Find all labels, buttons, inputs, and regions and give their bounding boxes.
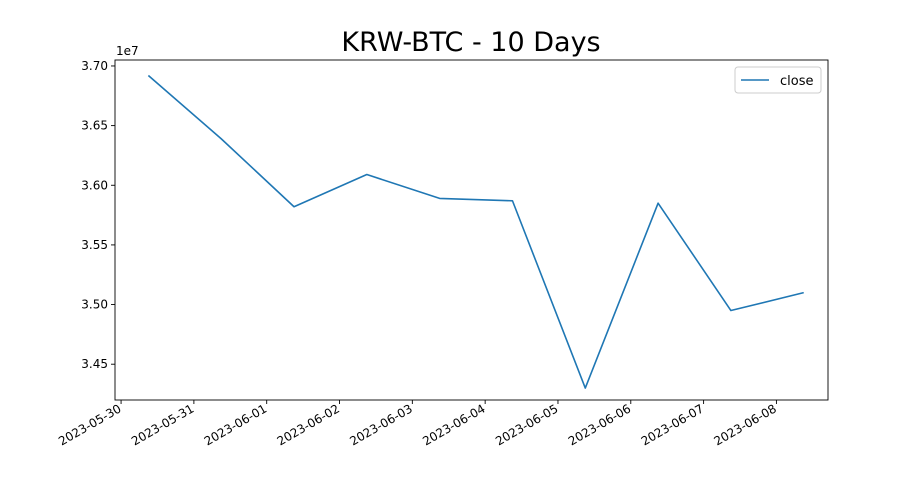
y-tick-label: 3.55	[81, 238, 108, 252]
y-tick-label: 3.70	[81, 59, 108, 73]
chart-title: KRW-BTC - 10 Days	[341, 27, 600, 58]
y-tick-label: 3.50	[81, 298, 108, 312]
series-line-close	[147, 74, 804, 389]
plot-frame	[114, 59, 829, 401]
plot-area	[147, 74, 804, 389]
y-tick-label: 3.65	[81, 119, 108, 133]
y-tick-label: 3.45	[81, 357, 108, 371]
y-tick-label: 3.60	[81, 178, 108, 192]
legend: close	[734, 66, 822, 94]
y-axis-offset-label: 1e7	[116, 44, 139, 58]
legend-box	[734, 66, 822, 94]
legend-label: close	[780, 74, 813, 89]
